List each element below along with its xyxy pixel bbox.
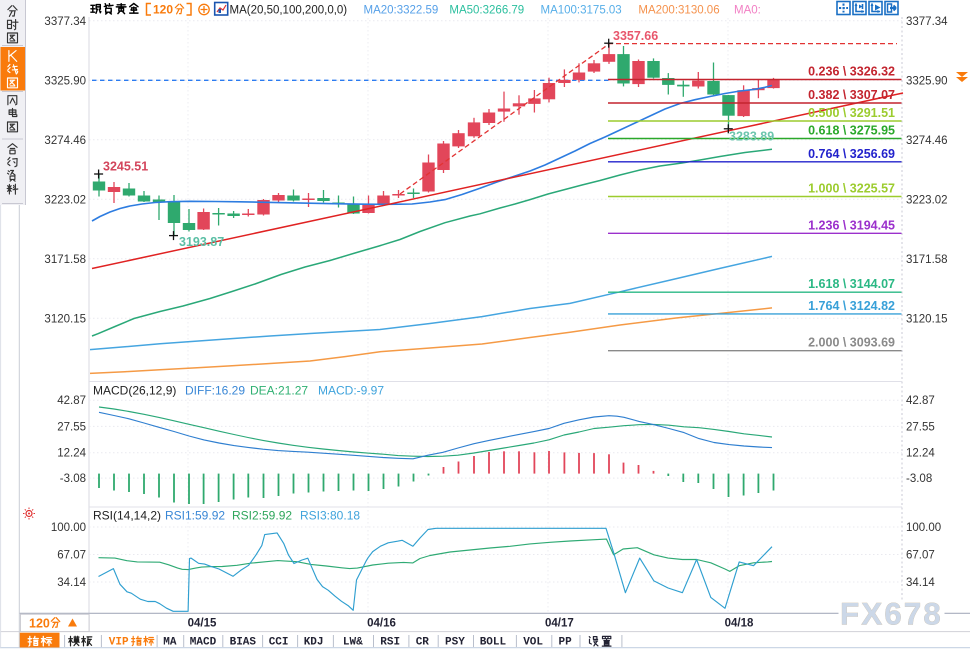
svg-text:12.24: 12.24 bbox=[57, 448, 86, 460]
svg-text:0.618 \ 3275.95: 0.618 \ 3275.95 bbox=[808, 124, 895, 138]
svg-text:3283.89: 3283.89 bbox=[729, 130, 774, 144]
svg-text:DIFF:16.29: DIFF:16.29 bbox=[185, 384, 245, 398]
svg-text:BOLL: BOLL bbox=[480, 637, 507, 649]
svg-text:MACD:-9.97: MACD:-9.97 bbox=[318, 384, 384, 398]
svg-text:MA100:3175.03: MA100:3175.03 bbox=[541, 5, 622, 17]
svg-text:0.236 \ 3326.32: 0.236 \ 3326.32 bbox=[808, 65, 895, 79]
svg-text:100.00: 100.00 bbox=[51, 522, 86, 534]
svg-text:BIAS: BIAS bbox=[230, 637, 257, 649]
svg-text:12.24: 12.24 bbox=[906, 448, 935, 460]
svg-text:MA200:3130.06: MA200:3130.06 bbox=[638, 5, 719, 17]
svg-text:VOL: VOL bbox=[523, 637, 543, 649]
svg-text:0.382 \ 3307.07: 0.382 \ 3307.07 bbox=[808, 88, 895, 102]
svg-text:MA: MA bbox=[163, 637, 177, 649]
svg-text:42.87: 42.87 bbox=[57, 395, 86, 407]
svg-text:1.236 \ 3194.45: 1.236 \ 3194.45 bbox=[808, 218, 895, 232]
svg-text:3274.46: 3274.46 bbox=[44, 135, 86, 147]
svg-text:27.55: 27.55 bbox=[57, 421, 86, 433]
svg-text:RSI(14,14,2): RSI(14,14,2) bbox=[93, 509, 161, 523]
svg-text:FX678: FX678 bbox=[840, 596, 943, 632]
svg-text:04/16: 04/16 bbox=[367, 618, 396, 630]
svg-text:3357.66: 3357.66 bbox=[613, 29, 658, 43]
svg-text:3171.58: 3171.58 bbox=[44, 254, 86, 266]
svg-text:3120.15: 3120.15 bbox=[44, 313, 86, 325]
svg-text:0.764 \ 3256.69: 0.764 \ 3256.69 bbox=[808, 147, 895, 161]
svg-text:1.618 \ 3144.07: 1.618 \ 3144.07 bbox=[808, 277, 895, 291]
svg-text:CR: CR bbox=[416, 637, 430, 649]
svg-text:0.500 \ 3291.51: 0.500 \ 3291.51 bbox=[808, 106, 895, 120]
svg-text:RSI3:80.18: RSI3:80.18 bbox=[300, 509, 360, 523]
svg-text:3223.02: 3223.02 bbox=[906, 194, 948, 206]
svg-text:MA50:3266.79: MA50:3266.79 bbox=[449, 5, 524, 17]
svg-text:VIP: VIP bbox=[109, 637, 129, 649]
svg-text:3377.34: 3377.34 bbox=[44, 16, 86, 28]
svg-text:CCI: CCI bbox=[269, 637, 289, 649]
svg-text:04/15: 04/15 bbox=[188, 618, 217, 630]
svg-text:KDJ: KDJ bbox=[304, 637, 324, 649]
svg-text:120: 120 bbox=[153, 3, 173, 17]
svg-text:-3.08: -3.08 bbox=[60, 473, 86, 485]
svg-text:3223.02: 3223.02 bbox=[44, 194, 86, 206]
svg-text:RSI: RSI bbox=[380, 637, 400, 649]
svg-text:3245.51: 3245.51 bbox=[103, 160, 148, 174]
svg-text:1.000 \ 3225.57: 1.000 \ 3225.57 bbox=[808, 182, 895, 196]
svg-text:MA0:: MA0: bbox=[734, 5, 761, 17]
svg-text:100.00: 100.00 bbox=[906, 522, 941, 534]
svg-text:3274.46: 3274.46 bbox=[906, 135, 948, 147]
svg-text:1.764 \ 3124.82: 1.764 \ 3124.82 bbox=[808, 299, 895, 313]
svg-text:3193.87: 3193.87 bbox=[179, 235, 224, 249]
svg-text:3377.34: 3377.34 bbox=[906, 16, 948, 28]
svg-text:MACD(26,12,9): MACD(26,12,9) bbox=[93, 384, 176, 398]
svg-text:2.000 \ 3093.69: 2.000 \ 3093.69 bbox=[808, 336, 895, 350]
svg-text:34.14: 34.14 bbox=[906, 577, 935, 589]
svg-text:3325.90: 3325.90 bbox=[906, 75, 948, 87]
svg-text:04/18: 04/18 bbox=[725, 618, 754, 630]
svg-text:PSY: PSY bbox=[445, 637, 465, 649]
svg-text:27.55: 27.55 bbox=[906, 421, 935, 433]
svg-text:42.87: 42.87 bbox=[906, 395, 935, 407]
svg-text:04/17: 04/17 bbox=[545, 618, 574, 630]
svg-text:MA20:3322.59: MA20:3322.59 bbox=[364, 5, 439, 17]
svg-text:-3.08: -3.08 bbox=[906, 473, 932, 485]
svg-text:RSI1:59.92: RSI1:59.92 bbox=[165, 509, 225, 523]
svg-text:3120.15: 3120.15 bbox=[906, 313, 948, 325]
svg-text:67.07: 67.07 bbox=[57, 550, 86, 562]
svg-text:DEA:21.27: DEA:21.27 bbox=[250, 384, 308, 398]
svg-text:RSI2:59.92: RSI2:59.92 bbox=[232, 509, 292, 523]
svg-text:67.07: 67.07 bbox=[906, 550, 935, 562]
svg-text:PP: PP bbox=[559, 637, 573, 649]
svg-text:LW&: LW& bbox=[343, 637, 363, 649]
svg-text:34.14: 34.14 bbox=[57, 577, 86, 589]
svg-text:3171.58: 3171.58 bbox=[906, 254, 948, 266]
svg-text:MACD: MACD bbox=[190, 637, 217, 649]
svg-text:3325.90: 3325.90 bbox=[44, 75, 86, 87]
svg-text:MA(20,50,100,200,0,0): MA(20,50,100,200,0,0) bbox=[230, 5, 348, 17]
svg-text:120: 120 bbox=[29, 617, 50, 631]
